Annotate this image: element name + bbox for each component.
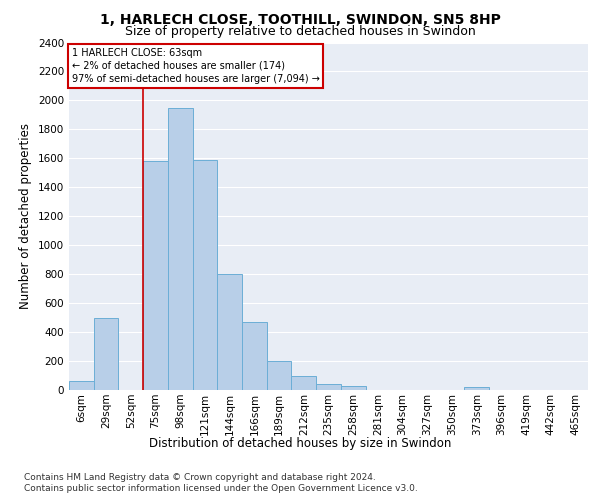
Text: Contains HM Land Registry data © Crown copyright and database right 2024.: Contains HM Land Registry data © Crown c…: [24, 472, 376, 482]
Bar: [94, 318, 118, 390]
Text: 1 HARLECH CLOSE: 63sqm
← 2% of detached houses are smaller (174)
97% of semi-det: 1 HARLECH CLOSE: 63sqm ← 2% of detached …: [71, 48, 319, 84]
Text: 1, HARLECH CLOSE, TOOTHILL, SWINDON, SN5 8HP: 1, HARLECH CLOSE, TOOTHILL, SWINDON, SN5…: [100, 12, 500, 26]
Bar: [69, 382, 94, 390]
Bar: [168, 108, 193, 390]
Bar: [341, 386, 365, 390]
Bar: [217, 274, 242, 390]
Text: Distribution of detached houses by size in Swindon: Distribution of detached houses by size …: [149, 438, 451, 450]
Bar: [242, 322, 267, 390]
Bar: [316, 384, 341, 390]
Bar: [464, 387, 489, 390]
Bar: [143, 161, 168, 390]
Text: Contains public sector information licensed under the Open Government Licence v3: Contains public sector information licen…: [24, 484, 418, 493]
Bar: [193, 160, 217, 390]
Text: Size of property relative to detached houses in Swindon: Size of property relative to detached ho…: [125, 25, 475, 38]
Bar: [267, 361, 292, 390]
Bar: [292, 376, 316, 390]
Y-axis label: Number of detached properties: Number of detached properties: [19, 123, 32, 309]
